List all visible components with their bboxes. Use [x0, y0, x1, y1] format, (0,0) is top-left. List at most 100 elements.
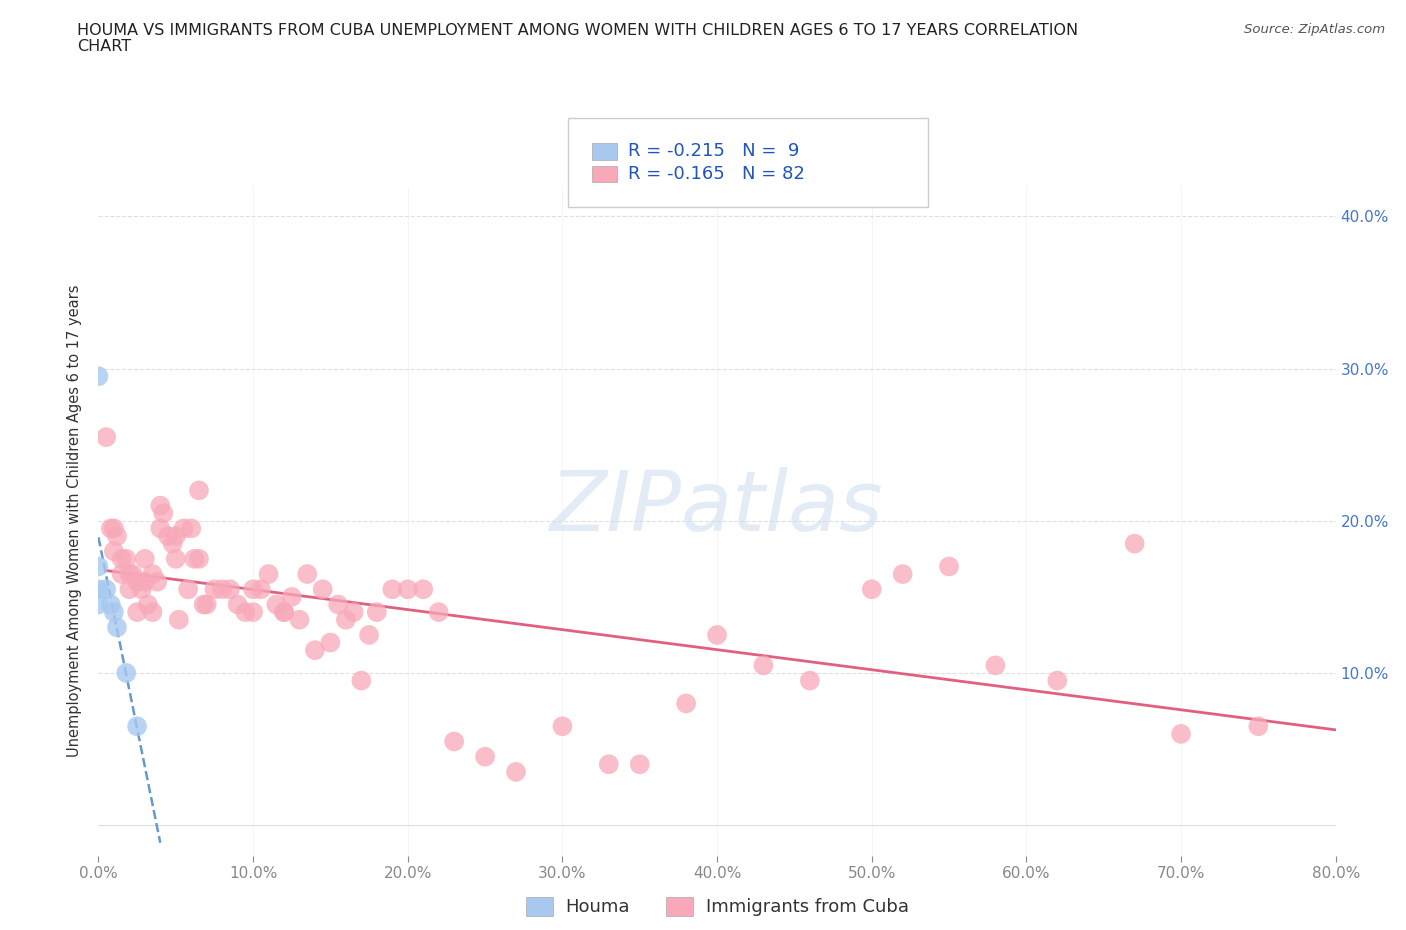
Point [134, 574, 156, 589]
Point [860, 582, 883, 597]
Point [134, 551, 156, 566]
Point [891, 566, 914, 581]
Point [257, 566, 280, 581]
Point [335, 612, 357, 627]
Point [100, 521, 122, 536]
Point [984, 658, 1007, 672]
Point [188, 483, 211, 498]
Point [1247, 719, 1270, 734]
Point [87, 369, 110, 384]
Point [752, 658, 775, 672]
Point [357, 628, 380, 643]
Point [136, 597, 159, 612]
Point [474, 750, 496, 764]
Point [177, 582, 200, 597]
Point [319, 635, 342, 650]
Point [87, 597, 110, 612]
Point [195, 597, 218, 612]
Point [131, 582, 153, 597]
Point [121, 566, 143, 581]
Y-axis label: Unemployment Among Women with Children Ages 6 to 17 years: Unemployment Among Women with Children A… [67, 285, 83, 757]
Point [118, 566, 141, 581]
Point [304, 643, 326, 658]
Point [152, 506, 174, 521]
Point [551, 719, 574, 734]
Point [706, 628, 728, 643]
Point [1123, 537, 1146, 551]
Point [675, 696, 697, 711]
Point [118, 582, 141, 597]
Point [266, 597, 288, 612]
Point [297, 566, 319, 581]
Point [366, 604, 388, 619]
Point [273, 604, 295, 619]
Point [165, 551, 187, 566]
Point [127, 574, 149, 589]
Point [173, 521, 195, 536]
Point [312, 582, 335, 597]
Point [1170, 726, 1192, 741]
Point [281, 590, 304, 604]
Point [167, 612, 190, 627]
Point [204, 582, 226, 597]
Point [598, 757, 620, 772]
Point [396, 582, 419, 597]
Point [165, 528, 187, 543]
Legend: Houma, Immigrants from Cuba: Houma, Immigrants from Cuba [519, 890, 915, 923]
Point [183, 551, 205, 566]
Point [105, 528, 128, 543]
Text: R = -0.165   N = 82: R = -0.165 N = 82 [628, 165, 806, 183]
Point [157, 528, 180, 543]
Point [350, 673, 373, 688]
Point [242, 604, 264, 619]
Point [103, 604, 125, 619]
Point [799, 673, 821, 688]
Point [111, 551, 134, 566]
Point [938, 559, 960, 574]
Text: Source: ZipAtlas.com: Source: ZipAtlas.com [1244, 23, 1385, 36]
Point [142, 566, 165, 581]
Point [96, 582, 118, 597]
Point [427, 604, 450, 619]
Point [149, 521, 172, 536]
Point [1046, 673, 1069, 688]
Point [146, 574, 169, 589]
Point [188, 551, 211, 566]
Point [162, 537, 184, 551]
Text: R = -0.215   N =  9: R = -0.215 N = 9 [628, 142, 800, 160]
Point [149, 498, 172, 513]
Text: HOUMA VS IMMIGRANTS FROM CUBA UNEMPLOYMENT AMONG WOMEN WITH CHILDREN AGES 6 TO 1: HOUMA VS IMMIGRANTS FROM CUBA UNEMPLOYME… [77, 23, 1078, 38]
Point [505, 764, 527, 779]
Point [115, 551, 138, 566]
Point [273, 604, 295, 619]
Point [250, 582, 273, 597]
Point [326, 597, 350, 612]
Point [226, 597, 249, 612]
Point [105, 620, 128, 635]
Point [211, 582, 233, 597]
Text: CHART: CHART [77, 39, 131, 54]
Point [443, 734, 465, 749]
Point [142, 604, 165, 619]
Point [381, 582, 404, 597]
Point [628, 757, 651, 772]
Point [127, 604, 149, 619]
Point [235, 604, 257, 619]
Point [103, 544, 125, 559]
Point [219, 582, 242, 597]
Point [127, 719, 149, 734]
Point [288, 612, 311, 627]
Point [193, 597, 215, 612]
Point [96, 430, 118, 445]
Point [100, 597, 122, 612]
Point [180, 521, 202, 536]
Point [87, 582, 110, 597]
Point [111, 566, 134, 581]
Point [115, 666, 138, 681]
Point [87, 559, 110, 574]
Point [412, 582, 434, 597]
Point [343, 604, 366, 619]
Point [242, 582, 264, 597]
Point [103, 521, 125, 536]
Text: ZIPatlas: ZIPatlas [550, 467, 884, 548]
